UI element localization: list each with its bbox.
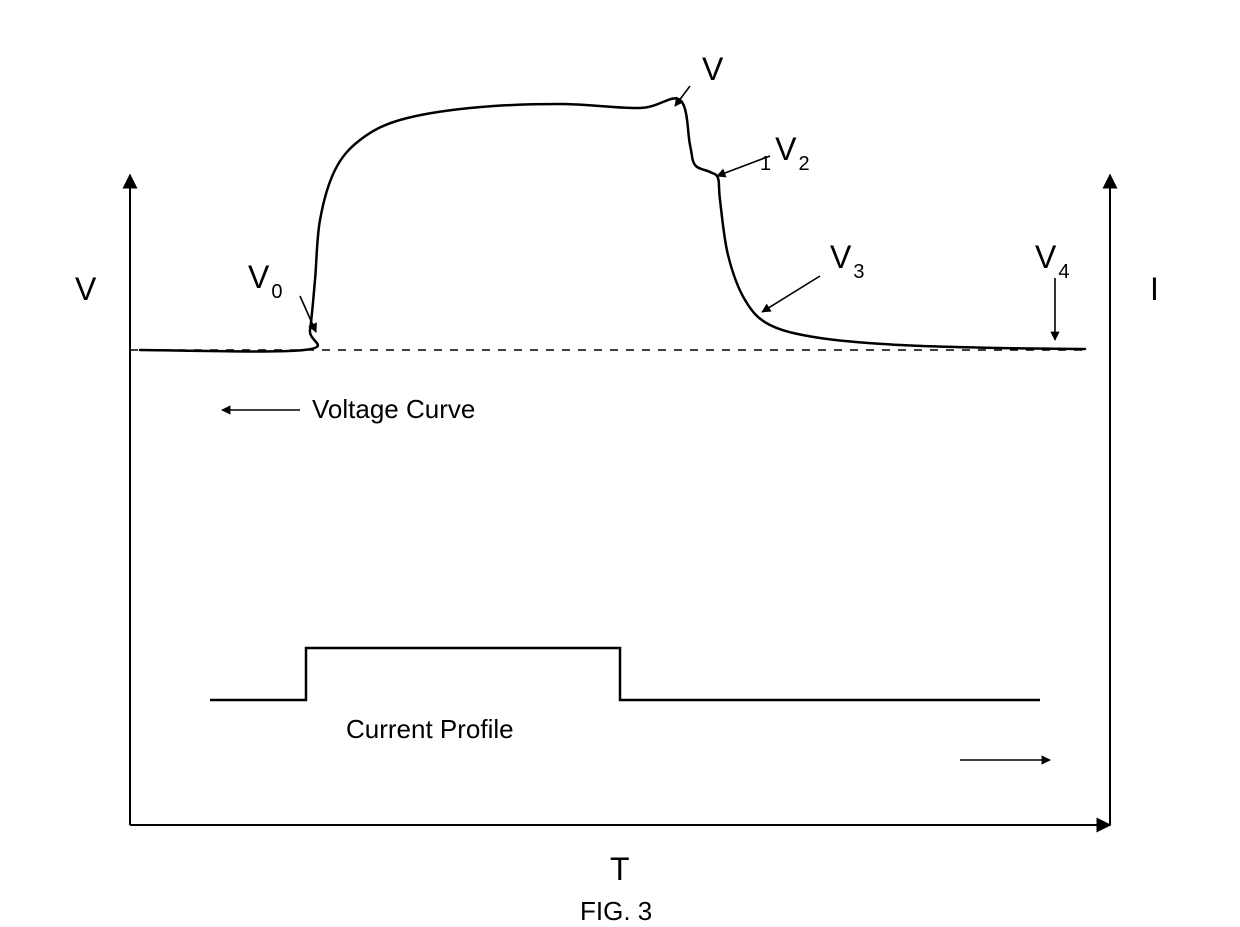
label-v: V	[702, 51, 724, 87]
voltage-curve	[140, 98, 1085, 351]
label-current-profile: Current Profile	[346, 714, 514, 744]
label-v0: V0	[248, 259, 282, 303]
axis-label-i: I	[1150, 271, 1159, 307]
figure-caption: FIG. 3	[580, 896, 652, 926]
label-v4: V4	[1035, 239, 1069, 283]
label-voltage-curve: Voltage Curve	[312, 394, 475, 424]
axis-label-v: V	[75, 271, 97, 307]
pointer-arrow-V3	[762, 276, 820, 312]
label-v3: V3	[830, 239, 864, 283]
axis-label-t: T	[610, 851, 630, 887]
current-profile	[210, 648, 1040, 700]
label-v2: 1V2	[760, 131, 810, 175]
